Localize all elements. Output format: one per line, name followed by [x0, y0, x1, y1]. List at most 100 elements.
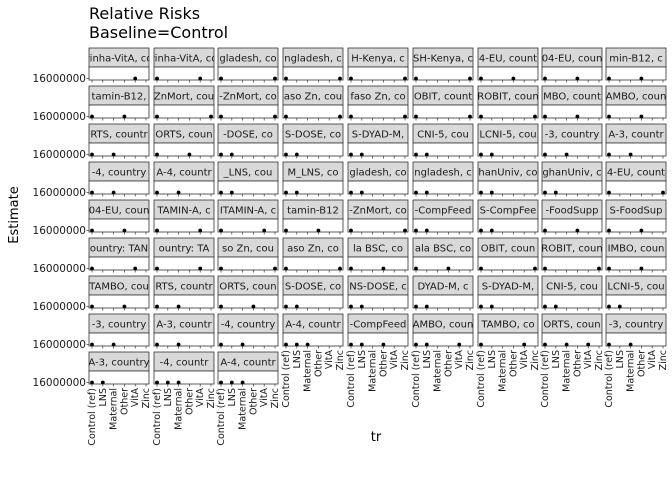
data-point	[489, 304, 494, 309]
facet-panel: -CompFeed	[347, 313, 409, 349]
data-point	[316, 228, 321, 233]
data-point	[575, 76, 580, 81]
y-tick-label: 16000000	[33, 301, 86, 313]
facet-plot-area	[412, 66, 474, 81]
facet-panel: min-B12, c	[605, 47, 667, 83]
data-point	[176, 190, 181, 195]
data-point	[424, 228, 429, 233]
facet-strip-label: TAMBO, cou	[88, 282, 149, 293]
facet-panel: TAMIN-A, c	[153, 199, 215, 235]
data-point	[414, 304, 418, 309]
x-tick-label: LNS	[292, 350, 303, 368]
data-point	[381, 266, 386, 271]
x-tick-label: Other	[184, 388, 195, 415]
data-point	[628, 152, 633, 157]
facet-panel: IMBO, coun	[605, 237, 667, 273]
data-point	[607, 76, 611, 81]
facet-panel: ORTS, coun	[153, 123, 215, 159]
facet-panel: CNI-5, cou	[541, 275, 603, 311]
facet-panel: tamin-B12,	[88, 85, 150, 121]
facet-panel: SH-Kenya, c	[412, 47, 474, 83]
facet-strip-label: la BSC, co	[353, 244, 403, 255]
x-tick-label: Control (ref)	[476, 350, 487, 408]
facet-plot-area	[217, 218, 279, 233]
x-tick-label: Maternal	[562, 350, 573, 392]
x-tick-label: Other	[572, 350, 583, 377]
data-point	[349, 342, 353, 347]
facet-strip-label: 04-EU, coun	[542, 54, 603, 65]
y-tick-label: 16000000	[33, 225, 86, 237]
facet-plot-area	[88, 180, 150, 195]
facet-plot-area	[217, 256, 279, 271]
facet-strip-label: -3, country	[92, 320, 147, 331]
facet-panel: RTS, countr	[88, 123, 150, 159]
data-point	[543, 114, 547, 119]
y-tick-label: 16000000	[33, 377, 86, 389]
facet-plot-area	[282, 294, 344, 309]
facet-plot-area	[541, 218, 603, 233]
facet-strip-label: ROBIT, coun	[541, 244, 602, 255]
facet-plot-area	[477, 104, 539, 119]
x-tick-label: Maternal	[303, 350, 314, 392]
data-point	[219, 304, 223, 309]
data-point	[349, 266, 353, 271]
data-point	[468, 76, 472, 81]
x-tick-label: Control (ref)	[540, 350, 551, 408]
x-tick-label: Maternal	[433, 350, 444, 392]
facet-strip-label: min-B12, c	[609, 54, 663, 65]
data-point	[543, 152, 547, 157]
facet-strip-label: aso Zn, cou	[284, 92, 342, 103]
data-point	[639, 228, 644, 233]
data-point	[219, 380, 223, 385]
data-point	[479, 266, 483, 271]
facet-plot-area	[477, 142, 539, 157]
x-tick-label: LNS	[422, 350, 433, 368]
facet-panel: so Zn, cou	[217, 237, 279, 273]
facet-panel: tamin-B12	[282, 199, 344, 235]
facet-plot-area	[282, 142, 344, 157]
data-point	[586, 342, 591, 347]
facet-panel: ghanUniv, c	[541, 161, 603, 197]
facet-panel: 04-EU, coun	[88, 199, 150, 235]
x-tick-label: LNS	[357, 350, 368, 368]
data-point	[111, 152, 116, 157]
data-point	[240, 342, 245, 347]
facet-strip-label: S-CompFee	[480, 206, 537, 217]
facet-strip-label: aso Zn, co	[287, 244, 339, 255]
facet-plot-area	[217, 142, 279, 157]
facet-strip-label: -ZnMort, co	[219, 92, 277, 103]
facet-panel: MBO, count	[541, 85, 603, 121]
facet-strip-label: H-Kenya, c	[351, 54, 405, 65]
data-point	[338, 266, 342, 271]
data-point	[639, 76, 644, 81]
facet-plot-area	[605, 294, 667, 309]
data-point	[446, 266, 451, 271]
facet-panel: OBIT, coun	[477, 237, 539, 273]
data-point	[543, 342, 547, 347]
x-tick-label: Zinc	[658, 350, 669, 370]
facet-panel: ZnMort, cou	[153, 85, 215, 121]
facet-plot-area	[282, 218, 344, 233]
facet-panel: ORTS, coun	[541, 313, 603, 349]
facet-strip-label: MBO, count	[543, 92, 601, 103]
data-point	[133, 266, 138, 271]
facet-strip-label: CNI-5, cou	[546, 282, 598, 293]
data-point	[284, 266, 288, 271]
x-tick-label: Zinc	[594, 350, 605, 370]
data-point	[198, 76, 203, 81]
facet-panel: aso Zn, co	[282, 237, 344, 273]
data-point	[90, 266, 94, 271]
data-point	[424, 304, 429, 309]
data-point	[338, 76, 342, 81]
facet-strip-label: S-DOSE, co	[285, 282, 341, 293]
data-point	[533, 266, 537, 271]
data-point	[219, 76, 223, 81]
data-point	[349, 228, 353, 233]
facet-strip-label: NS-DOSE, c	[349, 282, 407, 293]
data-point	[111, 342, 116, 347]
data-point	[90, 380, 94, 385]
data-point	[349, 190, 353, 195]
facet-plot-area	[153, 332, 215, 347]
facet-panel: A-4, countr	[217, 351, 279, 387]
facet-plot-area	[153, 294, 215, 309]
